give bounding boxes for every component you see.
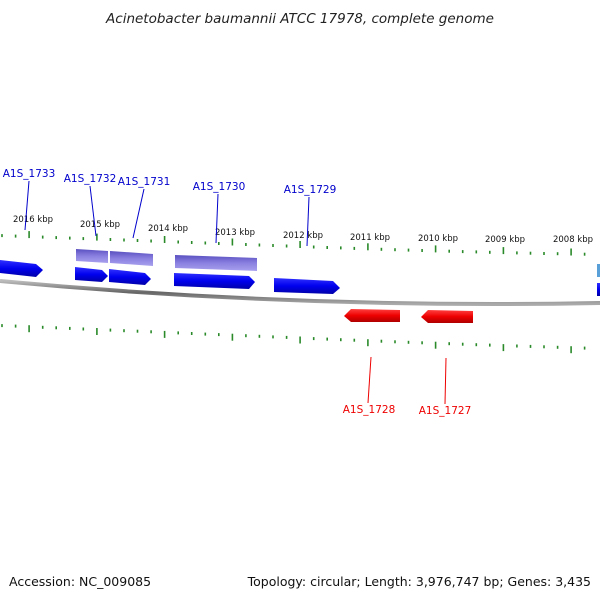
map-title: Acinetobacter baumannii ATCC 17978, comp… bbox=[105, 11, 494, 27]
gene-labels: A1S_1733 A1S_1732 A1S_1731 A1S_1730 A1S_… bbox=[3, 168, 472, 417]
gene-arrow[interactable] bbox=[344, 309, 400, 322]
gene-feature[interactable] bbox=[110, 251, 153, 266]
label-leaders bbox=[24, 180, 447, 405]
leader-line bbox=[132, 188, 145, 239]
kbp-label: 2009 kbp bbox=[485, 235, 525, 245]
scale-ticks-upper bbox=[1, 231, 586, 256]
scale-labels: 2016 kbp 2015 kbp 2014 kbp 2013 kbp 2012… bbox=[13, 215, 593, 245]
kbp-label: 2015 kbp bbox=[80, 220, 120, 230]
gene-feature[interactable] bbox=[76, 249, 108, 263]
leader-line bbox=[215, 193, 219, 244]
gene-arrow[interactable] bbox=[174, 273, 255, 289]
kbp-label: 2008 kbp bbox=[553, 235, 593, 245]
forward-gene-arrows bbox=[0, 260, 600, 296]
gene-arrow[interactable] bbox=[597, 283, 600, 296]
gene-label[interactable]: A1S_1731 bbox=[118, 176, 171, 188]
kbp-label: 2012 kbp bbox=[283, 231, 323, 241]
gene-arrow[interactable] bbox=[274, 278, 340, 294]
gene-label[interactable]: A1S_1728 bbox=[343, 404, 396, 416]
gene-label[interactable]: A1S_1730 bbox=[193, 181, 246, 193]
gene-arrow[interactable] bbox=[597, 264, 600, 277]
kbp-label: 2013 kbp bbox=[215, 228, 255, 238]
leader-line bbox=[89, 185, 97, 237]
genome-summary-text: Topology: circular; Length: 3,976,747 bp… bbox=[247, 574, 591, 589]
gene-arrow[interactable] bbox=[0, 260, 43, 277]
forward-gene-features-outer bbox=[76, 249, 257, 271]
kbp-label: 2011 kbp bbox=[350, 233, 390, 243]
gene-label[interactable]: A1S_1729 bbox=[284, 184, 337, 196]
kbp-label: 2010 kbp bbox=[418, 234, 458, 244]
leader-line bbox=[306, 196, 310, 247]
genome-backbone bbox=[0, 279, 600, 307]
gene-label[interactable]: A1S_1732 bbox=[64, 173, 117, 185]
gene-label[interactable]: A1S_1733 bbox=[3, 168, 56, 180]
gene-arrow[interactable] bbox=[109, 269, 151, 285]
accession-text: Accession: NC_009085 bbox=[9, 574, 151, 589]
gene-arrow[interactable] bbox=[421, 310, 473, 323]
leader-line bbox=[444, 357, 447, 405]
kbp-label: 2016 kbp bbox=[13, 215, 53, 225]
leader-line bbox=[24, 180, 30, 231]
leader-line bbox=[367, 356, 372, 404]
gene-arrow[interactable] bbox=[75, 267, 108, 282]
gene-feature[interactable] bbox=[175, 255, 257, 271]
kbp-label: 2014 kbp bbox=[148, 224, 188, 234]
reverse-gene-arrows bbox=[344, 309, 473, 323]
scale-ticks-lower bbox=[1, 324, 586, 354]
gene-label[interactable]: A1S_1727 bbox=[419, 405, 472, 417]
